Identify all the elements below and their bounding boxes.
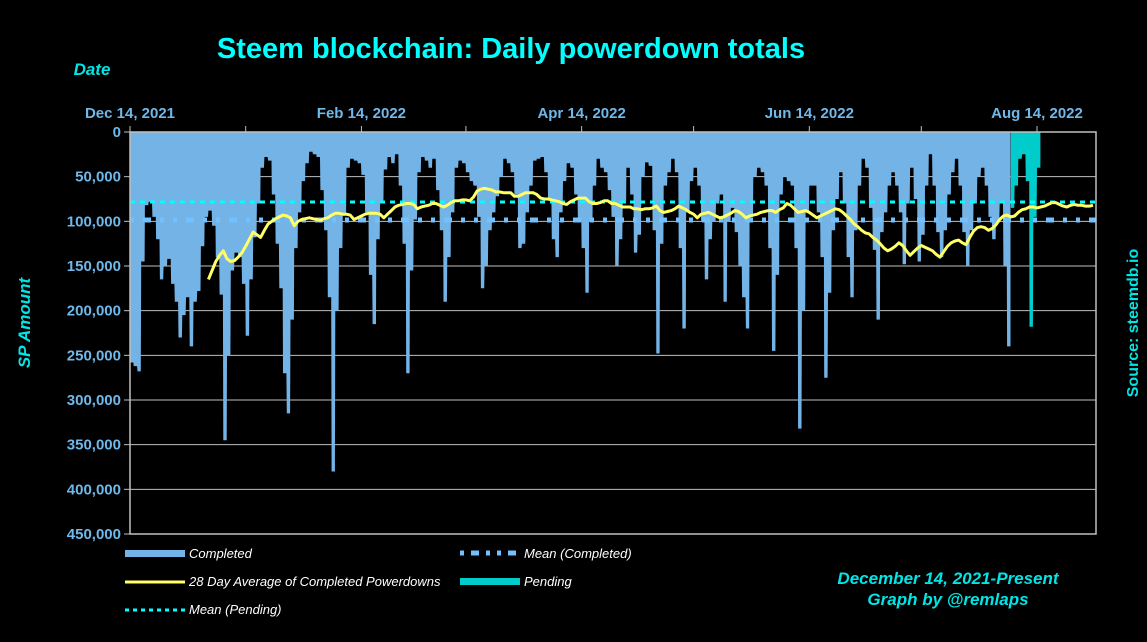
y-tick-label: 0 [113, 124, 121, 141]
y-axis-title: SP Amount [15, 276, 34, 368]
legend-label-pending: Pending [524, 574, 572, 589]
y-tick-label: 100,000 [67, 213, 121, 230]
credit-line-1: December 14, 2021-Present [837, 569, 1059, 588]
areas [130, 132, 1041, 472]
y-tick-label: 150,000 [67, 258, 121, 275]
legend-swatch-pending [460, 578, 520, 585]
y-tick-label: 450,000 [67, 526, 121, 543]
legend-label-mean-completed: Mean (Completed) [524, 546, 632, 561]
chart-title: Steem blockchain: Daily powerdown totals [217, 33, 805, 65]
y-tick-label: 200,000 [67, 303, 121, 320]
x-tick-label: Apr 14, 2022 [537, 105, 625, 122]
x-ticks: Dec 14, 2021 Feb 14, 2022 Apr 14, 2022 Jun … [85, 105, 1083, 132]
y-tick-label: 250,000 [67, 347, 121, 364]
x-tick-label: Feb 14, 2022 [317, 105, 406, 122]
area-pending [1010, 132, 1041, 327]
plot-frame [129, 131, 1097, 535]
y-tick-label: 400,000 [67, 481, 121, 498]
area-completed [130, 132, 1011, 472]
legend-label-completed: Completed [189, 546, 253, 561]
legend-label-mean-pending: Mean (Pending) [189, 602, 282, 617]
legend-swatch-completed [125, 550, 185, 557]
x-tick-label: Aug 14, 2022 [991, 105, 1083, 122]
source-label: Source: steemdb.io [1125, 249, 1142, 398]
lines [130, 186, 1096, 280]
x-axis-title: Date [74, 60, 111, 79]
legend: Completed Mean (Completed) 28 Day Averag… [125, 546, 632, 617]
average-line [207, 186, 1094, 280]
y-tick-label: 350,000 [67, 437, 121, 454]
y-tick-label: 50,000 [75, 169, 121, 186]
x-tick-label: Dec 14, 2021 [85, 105, 175, 122]
x-tick-label: Jun 14, 2022 [765, 105, 854, 122]
y-tick-labels: 0 50,000 100,000 150,000 200,000 250,000 300,0… [67, 124, 121, 543]
credit-line-2: Graph by @remlaps [867, 590, 1028, 609]
y-tick-label: 300,000 [67, 392, 121, 409]
legend-label-average: 28 Day Average of Completed Powerdowns [188, 574, 441, 589]
